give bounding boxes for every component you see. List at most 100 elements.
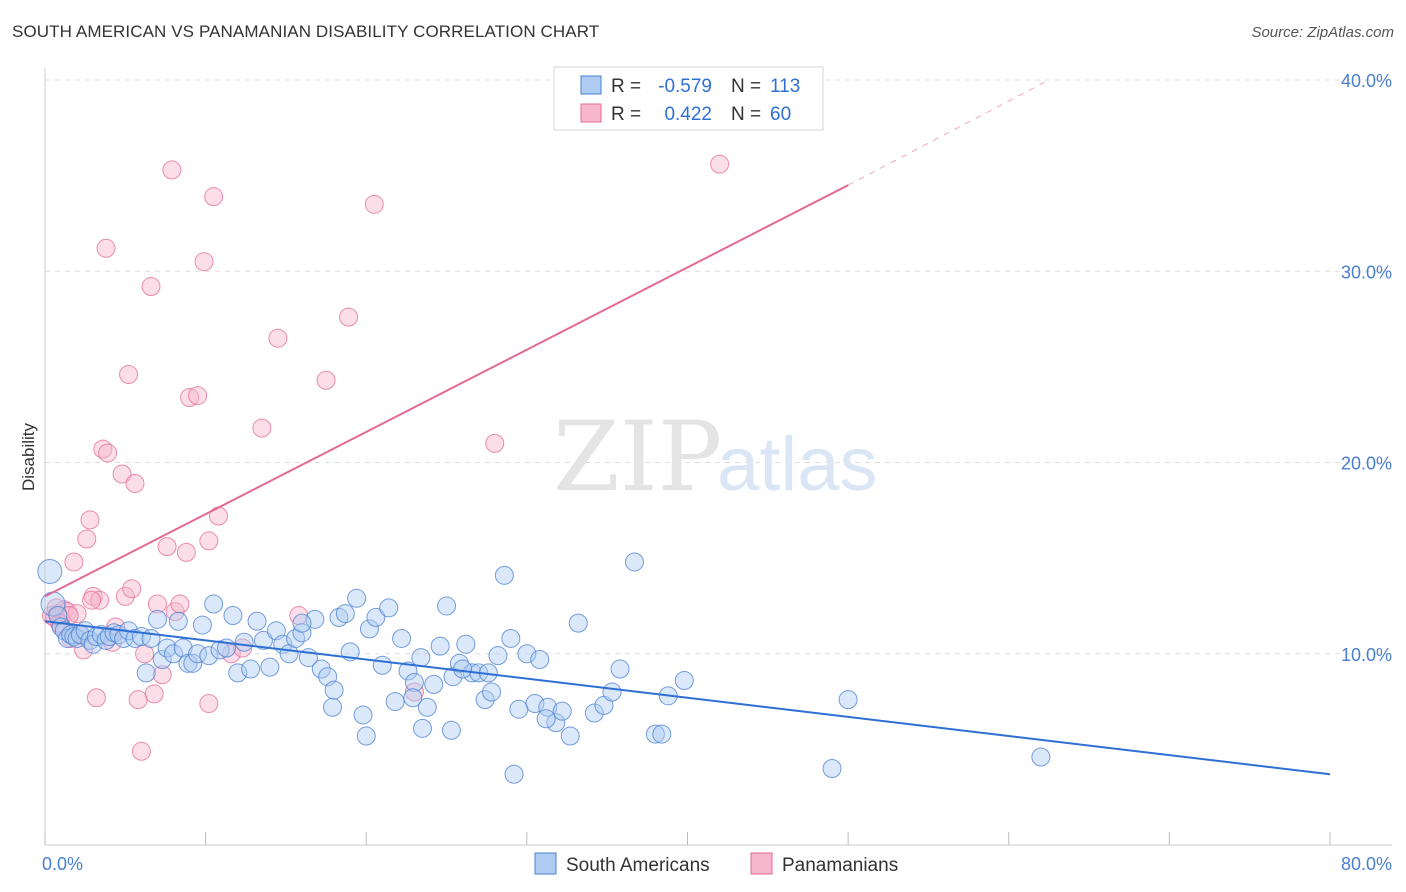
south-american-point [168, 611, 188, 631]
panamanian-point [199, 531, 219, 551]
panamanian-point [86, 688, 106, 708]
south-american-point [525, 693, 545, 713]
watermark-atlas: atlas [717, 422, 878, 507]
panamanian-point [170, 594, 190, 614]
south-american-point [164, 644, 183, 664]
panamanians-trend-extension [847, 79, 1050, 186]
south-american-point [441, 720, 461, 740]
panamanian-point [112, 464, 132, 484]
south-american-point [430, 636, 450, 656]
south-american-point [411, 648, 431, 668]
panamanian-point [141, 277, 161, 297]
south-american-point [417, 697, 437, 717]
south-american-point [152, 649, 172, 669]
legend-bottom-label-pink: Panamanians [782, 855, 898, 876]
panamanian-point [199, 693, 219, 713]
axes [44, 68, 1392, 846]
panamanian-point [194, 252, 214, 272]
panamanian-point [67, 604, 87, 624]
panamanian-point [316, 370, 336, 390]
south-american-point [624, 552, 644, 572]
watermark: ZIP atlas [553, 401, 878, 513]
panamanian-point [180, 387, 200, 407]
south-american-point [517, 644, 537, 664]
south-american-point [379, 598, 399, 618]
south-american-point [57, 628, 77, 648]
south-american-point [494, 565, 514, 585]
panamanian-point [188, 386, 208, 406]
legend-r-value-pink: 0.422 [664, 104, 712, 125]
south-american-point [147, 609, 167, 629]
gridlines [45, 79, 1392, 655]
south-american-point [482, 682, 502, 702]
south-american-point [403, 688, 423, 708]
legend-n-value-blue: 113 [770, 76, 800, 97]
panamanian-point [128, 690, 148, 710]
south-american-point [392, 628, 412, 648]
south-american-point [83, 634, 103, 654]
y-axis-title: Disability [19, 422, 38, 491]
y-tick-labels: 10.0% 20.0% 30.0% 40.0% [1341, 71, 1392, 665]
y-tick-label: 30.0% [1341, 262, 1392, 282]
x-ticks [44, 832, 1331, 845]
south-american-point [183, 653, 203, 673]
south-american-point [488, 646, 508, 666]
south-american-point [353, 705, 373, 725]
legend-n-label-blue: N = [731, 76, 761, 97]
south-american-point [584, 703, 604, 723]
south-american-point [456, 634, 476, 654]
south-american-point [652, 724, 672, 744]
panamanian-point [80, 510, 100, 530]
south-american-point [536, 709, 556, 729]
legend-swatch-pink [580, 103, 602, 123]
panamanian-point [204, 187, 224, 207]
legend-n-value-pink: 60 [770, 104, 791, 125]
south-american-point [610, 659, 630, 679]
south-american-point [199, 646, 219, 666]
panamanian-point [64, 552, 84, 572]
south-american-point [292, 623, 312, 643]
panamanian-point [147, 594, 167, 614]
south-american-point [64, 627, 84, 647]
legend-bottom-swatch-blue [534, 852, 557, 875]
legend-top: R = -0.579 N = 113 R = 0.422 N = 60 [553, 66, 824, 131]
south-american-point [347, 588, 367, 608]
panamanian-point [364, 194, 384, 214]
south-american-point [504, 764, 524, 784]
chart-title: SOUTH AMERICAN VS PANAMANIAN DISABILITY … [12, 22, 600, 41]
south-american-point [136, 663, 156, 683]
y-tick-label: 20.0% [1341, 454, 1392, 474]
south-american-point [424, 674, 444, 694]
south-americans-trend-line [44, 620, 1331, 776]
south-american-point [247, 611, 267, 631]
legend-bottom-label-blue: South Americans [566, 855, 710, 876]
panamanian-point [268, 328, 288, 348]
x-tick-label-min: 0.0% [42, 854, 83, 874]
south-american-point [173, 638, 193, 658]
south-american-point [530, 649, 550, 669]
south-american-point [1031, 747, 1051, 767]
south-american-point [838, 690, 858, 710]
x-tick-label-max: 80.0% [1341, 854, 1392, 874]
panamanian-point [339, 307, 359, 327]
panamanian-point [125, 474, 145, 494]
panamanian-point [485, 433, 505, 453]
panamanians-trend-line [44, 184, 849, 598]
panamanian-point [115, 586, 135, 606]
watermark-zip: ZIP [553, 401, 722, 513]
panamanian-point [710, 154, 730, 174]
source-label: Source: ZipAtlas.com [1251, 24, 1394, 41]
south-american-point [475, 690, 495, 710]
south-american-point [822, 759, 842, 778]
legend-r-value-blue: -0.579 [658, 76, 712, 97]
south-american-point [356, 726, 376, 746]
south-american-point [324, 680, 344, 700]
panamanian-point [77, 529, 97, 549]
south-american-point [234, 632, 254, 652]
south-american-point [241, 659, 261, 679]
south-american-point [210, 640, 230, 660]
south-american-point [223, 606, 243, 625]
south-american-point [449, 653, 469, 673]
legend-r-label-blue: R = [611, 76, 641, 97]
